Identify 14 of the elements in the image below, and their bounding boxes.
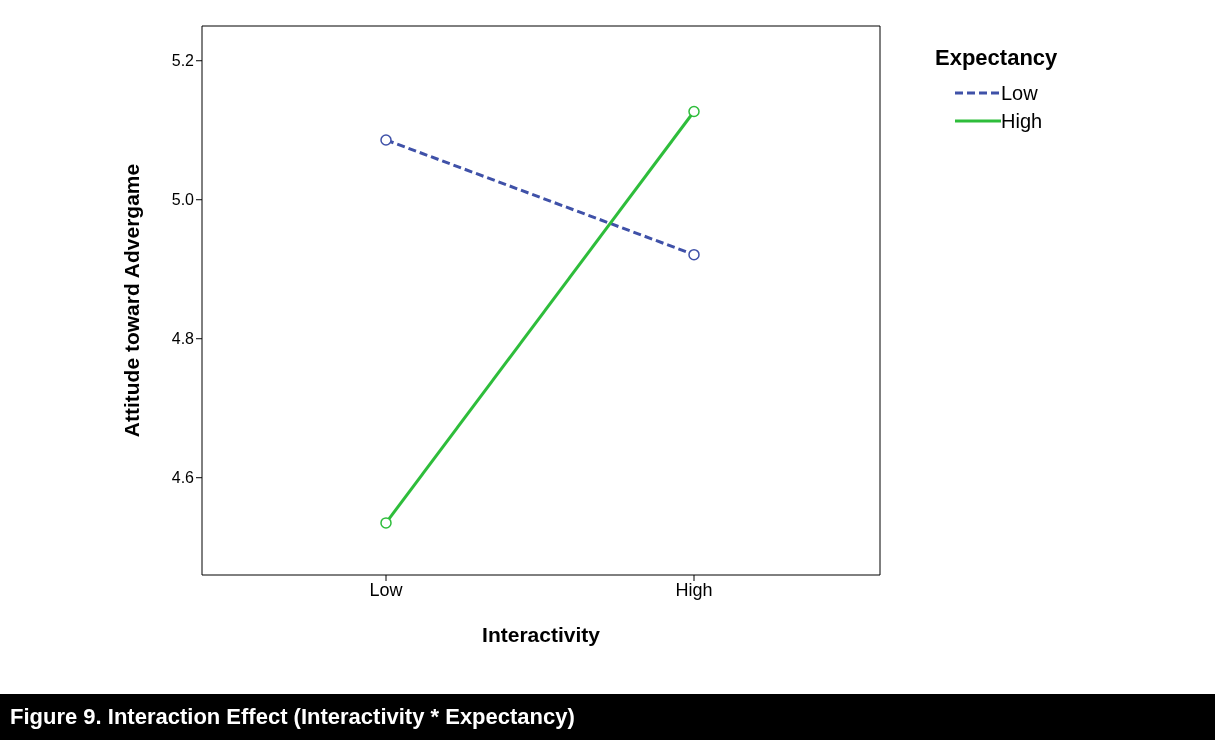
legend-title: Expectancy <box>935 45 1058 71</box>
y-tick-label: 4.8 <box>171 330 195 348</box>
text: Figure 9. Interaction Effect (Interactivity * Expectancy) <box>10 704 575 730</box>
legend-label: Low <box>1001 81 1038 105</box>
point <box>380 134 392 146</box>
y-tick-label: 5.2 <box>171 52 195 70</box>
y-tick-label: 4.6 <box>171 469 195 487</box>
x-axis-title: Interactivity <box>482 623 601 646</box>
legend-label: High <box>1001 109 1043 133</box>
point <box>688 105 700 118</box>
y-axis-title: Attitude toward Advergame <box>120 163 144 438</box>
point <box>688 248 700 261</box>
y-tick-label: 5.0 <box>171 191 195 209</box>
point <box>380 517 392 529</box>
